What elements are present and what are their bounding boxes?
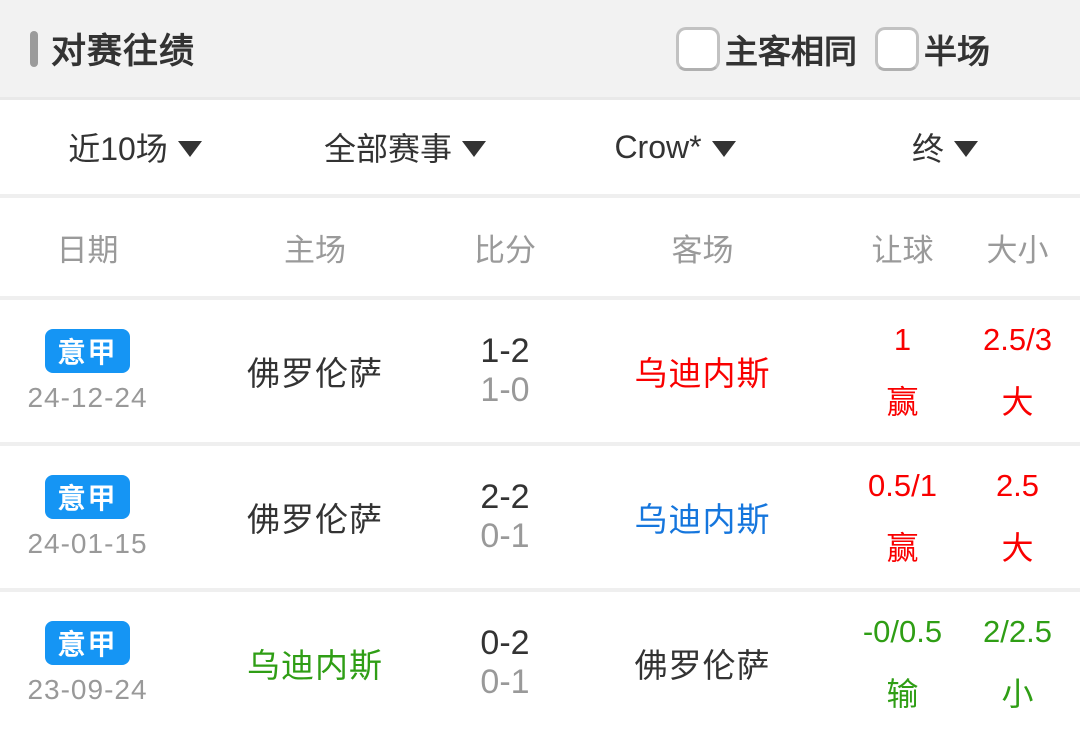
over-under-result: 小 — [1001, 676, 1034, 712]
match-date-cell: 意甲 24-01-15 — [0, 474, 175, 560]
match-date-cell: 意甲 24-12-24 — [0, 328, 175, 414]
home-team-cell: 乌迪内斯 — [175, 639, 455, 687]
column-header-handicap: 让球 — [871, 232, 934, 268]
home-team-name: 佛罗伦萨 — [247, 355, 383, 392]
full-time-score: 2-2 — [480, 477, 530, 516]
home-team-name: 乌迪内斯 — [247, 647, 383, 684]
home-team-cell: 佛罗伦萨 — [175, 347, 455, 395]
divider — [0, 588, 1080, 592]
away-team-cell: 佛罗伦萨 — [555, 639, 850, 687]
handicap-result: 输 — [886, 676, 919, 712]
checkbox-same-home-away[interactable] — [676, 26, 720, 71]
page-title: 对赛往绩 — [51, 32, 196, 71]
over-under-cell: 2.5 大 — [955, 470, 1080, 564]
title-accent-bar — [30, 30, 38, 67]
chevron-down-icon — [177, 141, 202, 157]
over-under-result: 大 — [1001, 530, 1034, 566]
checkbox-label: 半场 — [924, 32, 990, 70]
match-date: 24-01-15 — [27, 527, 148, 559]
full-time-score: 1-2 — [480, 331, 530, 370]
dropdown-label: 近10场 — [68, 131, 168, 167]
over-under-line: 2.5 — [995, 468, 1040, 503]
column-header-away: 客场 — [671, 232, 734, 268]
dropdown-recent-matches[interactable]: 近10场 — [0, 124, 270, 170]
handicap-cell: -0/0.5 输 — [850, 616, 955, 710]
league-badge: 意甲 — [45, 474, 130, 519]
match-date: 23-09-24 — [27, 673, 148, 705]
dropdown-label: 终 — [911, 131, 944, 167]
checkbox-half-time[interactable] — [875, 26, 919, 71]
table-row[interactable]: 意甲 24-12-24 佛罗伦萨 1-2 1-0 乌迪内斯 1 赢 2.5/3 … — [0, 300, 1080, 442]
chevron-down-icon — [954, 141, 978, 157]
dropdown-label: Crow* — [614, 128, 702, 165]
section-title-wrap: 对赛往绩 — [30, 23, 195, 74]
score-cell: 2-2 0-1 — [455, 478, 555, 556]
column-header-date: 日期 — [56, 232, 119, 268]
dropdown-competition[interactable]: 全部赛事 — [270, 124, 540, 170]
section-header: 对赛往绩 主客相同 半场 — [0, 0, 1080, 97]
home-team-cell: 佛罗伦萨 — [175, 493, 455, 541]
match-date-cell: 意甲 23-09-24 — [0, 620, 175, 706]
away-team-cell: 乌迪内斯 — [555, 493, 850, 541]
match-date: 24-12-24 — [27, 381, 148, 413]
league-badge: 意甲 — [45, 620, 130, 665]
table-row[interactable]: 意甲 24-01-15 佛罗伦萨 2-2 0-1 乌迪内斯 0.5/1 赢 2.… — [0, 446, 1080, 588]
over-under-cell: 2/2.5 小 — [955, 616, 1080, 710]
column-header-score: 比分 — [474, 232, 536, 268]
over-under-result: 大 — [1001, 384, 1034, 420]
chevron-down-icon — [711, 141, 736, 157]
over-under-line: 2/2.5 — [983, 614, 1052, 649]
handicap-result: 赢 — [886, 384, 919, 420]
score-cell: 1-2 1-0 — [455, 332, 555, 410]
handicap-cell: 1 赢 — [850, 324, 955, 418]
over-under-cell: 2.5/3 大 — [955, 324, 1080, 418]
league-badge: 意甲 — [45, 328, 130, 373]
divider — [0, 442, 1080, 446]
column-header-home: 主场 — [284, 232, 346, 268]
dropdown-label: 全部赛事 — [323, 131, 452, 167]
divider — [0, 97, 1080, 100]
table-row[interactable]: 意甲 23-09-24 乌迪内斯 0-2 0-1 佛罗伦萨 -0/0.5 输 2… — [0, 592, 1080, 733]
checkbox-label: 主客相同 — [725, 32, 857, 70]
half-time-score: 1-0 — [480, 371, 530, 409]
checkbox-item-half-time[interactable]: 半场 — [875, 25, 990, 73]
handicap-cell: 0.5/1 赢 — [850, 470, 955, 564]
filter-checkbox-group: 主客相同 半场 — [676, 25, 990, 73]
half-time-score: 0-1 — [480, 517, 530, 555]
home-team-name: 佛罗伦萨 — [247, 501, 383, 538]
filter-row: 近10场 全部赛事 Crow* 终 — [0, 100, 1080, 194]
away-team-cell: 乌迪内斯 — [555, 347, 850, 395]
handicap-line: 1 — [893, 322, 912, 357]
full-time-score: 0-2 — [480, 623, 530, 662]
table-header-row: 日期 主场 比分 客场 让球 大小 — [0, 198, 1080, 296]
away-team-name: 乌迪内斯 — [634, 355, 771, 392]
away-team-name: 乌迪内斯 — [634, 501, 771, 538]
checkbox-item-same-home-away[interactable]: 主客相同 — [676, 25, 857, 73]
handicap-line: -0/0.5 — [862, 614, 943, 649]
score-cell: 0-2 0-1 — [455, 624, 555, 702]
dropdown-final[interactable]: 终 — [810, 124, 1080, 170]
over-under-line: 2.5/3 — [983, 322, 1052, 357]
handicap-line: 0.5/1 — [868, 468, 937, 503]
handicap-result: 赢 — [886, 530, 919, 566]
column-header-over-under: 大小 — [986, 232, 1049, 268]
half-time-score: 0-1 — [480, 663, 530, 701]
away-team-name: 佛罗伦萨 — [634, 647, 771, 684]
dropdown-bookmaker[interactable]: Crow* — [540, 129, 810, 166]
divider — [0, 296, 1080, 300]
chevron-down-icon — [462, 141, 486, 157]
divider — [0, 194, 1080, 198]
